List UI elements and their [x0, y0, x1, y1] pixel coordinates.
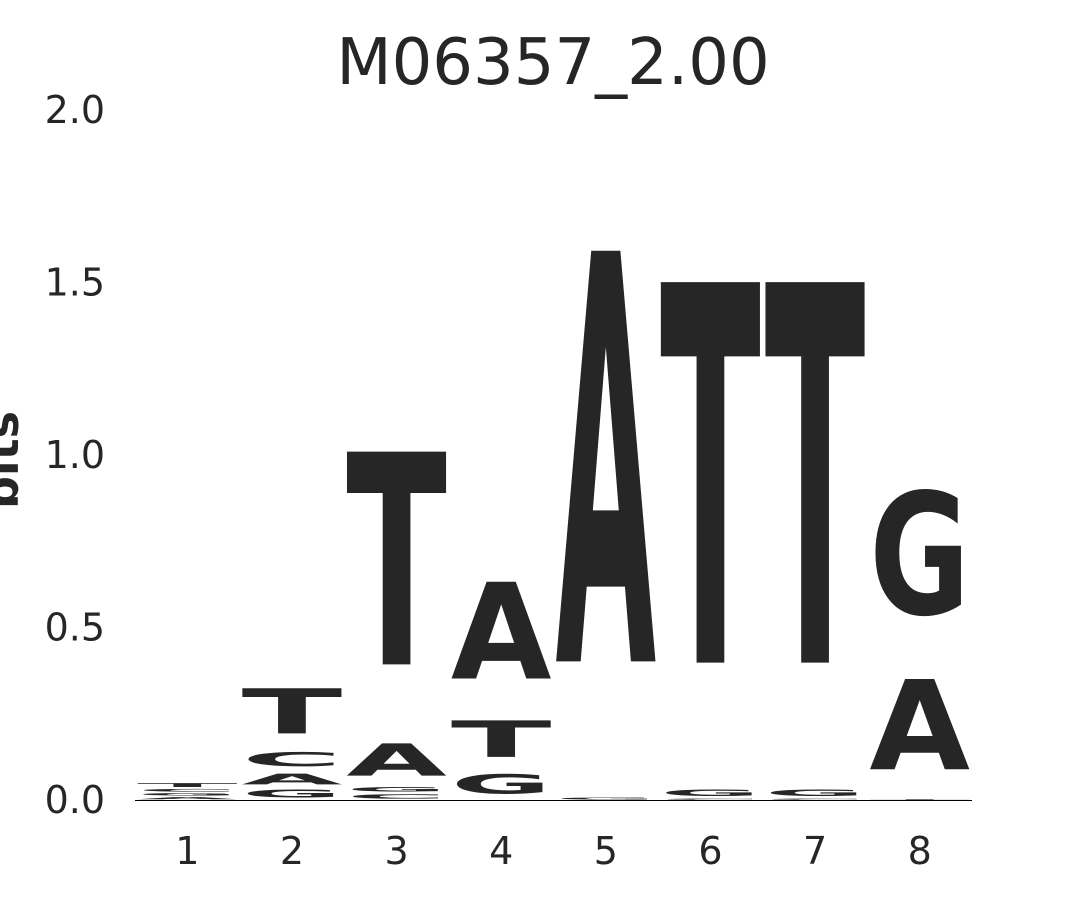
x-tick-label: 2 [280, 829, 304, 873]
x-tick-label: 7 [803, 829, 827, 873]
position-stack: CGT [765, 180, 866, 800]
x-tick-label: 1 [175, 829, 199, 873]
position-stack: GA [556, 141, 658, 801]
logo-letter-a: A [556, 141, 658, 796]
logo-letter-t: T [660, 180, 761, 787]
logo-letter-t: T [451, 711, 552, 769]
logo-letter-g: G [556, 797, 657, 800]
logo-letter-t: T [137, 782, 238, 788]
position-stack: GTA [451, 555, 552, 800]
y-axis-label: bits [0, 411, 29, 509]
logo-letter-c: C [242, 748, 343, 770]
x-tick-label: 6 [698, 829, 722, 873]
logo-letter-g: G [660, 788, 761, 798]
x-tick-label: 8 [908, 829, 932, 873]
x-tick-label: 3 [384, 829, 408, 873]
chart-title: M06357_2.00 [336, 26, 769, 100]
y-tick-label: 2.0 [45, 88, 105, 132]
logo-letter-c: C [137, 788, 238, 792]
logo-letter-t: T [242, 676, 343, 748]
logo-letter-g: G [451, 769, 552, 800]
y-axis: 0.0 0.5 1.0 1.5 2.0 [45, 88, 105, 822]
position-stack: CGT [660, 180, 761, 800]
logo-letter-a: A [137, 797, 238, 800]
logo-letter-g: G [242, 788, 343, 800]
logo-letter-a: A [451, 555, 552, 710]
logo-letter-g: G [765, 788, 866, 798]
logo-letter-g: G [346, 786, 447, 793]
logo-letter-a: A [242, 771, 343, 788]
x-tick-label: 5 [594, 829, 618, 873]
logo-letter-t: T [765, 180, 866, 787]
y-tick-label: 0.5 [45, 606, 105, 650]
position-stack: TAG [869, 457, 970, 800]
logo-letter-t: T [869, 799, 970, 800]
y-tick-label: 1.5 [45, 261, 105, 305]
x-axis: 1 2 3 4 5 6 7 8 [175, 829, 932, 873]
logo-letter-a: A [869, 654, 970, 798]
y-tick-label: 1.0 [45, 433, 105, 477]
logo-letter-t: T [346, 393, 447, 734]
logo-letter-a: A [346, 735, 447, 786]
y-tick-label: 0.0 [45, 778, 105, 822]
logo-letter-c: C [346, 793, 447, 800]
logo-letter-c: C [765, 798, 866, 800]
logo-letter-g: G [137, 792, 238, 796]
x-tick-label: 4 [489, 829, 513, 873]
logo-letter-c: C [660, 798, 761, 800]
logo-letter-g: G [869, 457, 970, 654]
